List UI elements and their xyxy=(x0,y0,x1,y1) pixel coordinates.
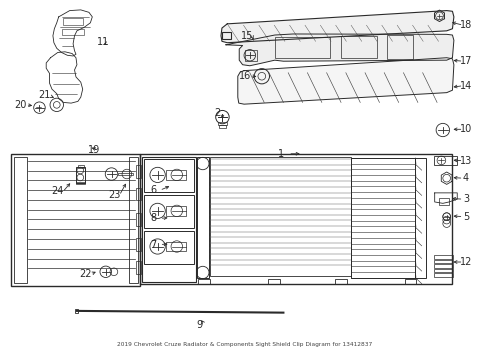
Bar xyxy=(11,154,140,287)
Bar xyxy=(140,154,452,284)
Bar xyxy=(434,273,453,277)
Bar xyxy=(136,261,141,274)
Bar xyxy=(387,35,413,59)
Bar xyxy=(166,242,186,251)
Text: 21: 21 xyxy=(39,90,51,100)
Text: 5: 5 xyxy=(463,212,469,222)
Bar xyxy=(14,157,27,283)
Bar xyxy=(136,165,141,177)
Bar xyxy=(166,170,186,180)
Bar xyxy=(136,188,141,200)
Bar xyxy=(144,195,194,228)
Bar xyxy=(144,159,194,192)
Bar xyxy=(210,157,351,276)
Text: 9: 9 xyxy=(196,320,202,330)
Bar xyxy=(197,157,209,278)
Bar xyxy=(405,279,416,284)
Text: 6: 6 xyxy=(151,185,157,195)
Bar xyxy=(434,269,453,272)
Text: 3: 3 xyxy=(463,194,469,204)
Bar xyxy=(166,206,186,216)
Bar xyxy=(341,36,377,58)
Bar xyxy=(440,198,449,205)
Text: 2: 2 xyxy=(215,108,221,118)
Text: 15: 15 xyxy=(241,31,254,41)
Text: 13: 13 xyxy=(460,156,472,166)
Bar xyxy=(219,125,226,128)
Text: 23: 23 xyxy=(108,190,121,200)
Bar xyxy=(63,18,83,24)
Bar xyxy=(76,167,85,183)
Bar xyxy=(416,158,426,278)
Text: 11: 11 xyxy=(97,37,109,47)
Text: 7: 7 xyxy=(150,239,157,249)
Text: 18: 18 xyxy=(460,20,472,30)
Bar xyxy=(434,156,457,165)
Bar xyxy=(434,260,453,263)
Bar xyxy=(144,231,194,264)
Text: 14: 14 xyxy=(460,81,472,91)
Text: 2019 Chevrolet Cruze Radiator & Components Sight Shield Clip Diagram for 1341283: 2019 Chevrolet Cruze Radiator & Componen… xyxy=(118,342,372,347)
Bar xyxy=(434,264,453,267)
Bar xyxy=(74,310,78,313)
Bar xyxy=(351,158,416,278)
Text: 12: 12 xyxy=(460,257,472,267)
Bar xyxy=(275,37,330,58)
Text: 24: 24 xyxy=(51,186,64,197)
Bar xyxy=(129,157,138,283)
Bar xyxy=(142,157,196,282)
Bar xyxy=(78,165,84,168)
Polygon shape xyxy=(221,10,454,43)
Text: 1: 1 xyxy=(278,149,284,159)
Bar xyxy=(434,255,453,258)
Bar xyxy=(136,238,141,251)
Bar xyxy=(76,182,85,184)
Bar xyxy=(218,122,227,125)
Text: 19: 19 xyxy=(88,145,100,154)
Text: 10: 10 xyxy=(460,124,472,134)
Polygon shape xyxy=(238,58,454,104)
Text: 20: 20 xyxy=(15,100,27,110)
Bar xyxy=(268,279,280,284)
Bar xyxy=(136,213,141,226)
Text: 8: 8 xyxy=(151,213,157,223)
Bar xyxy=(245,50,257,61)
Text: 16: 16 xyxy=(239,71,251,81)
Polygon shape xyxy=(226,34,454,66)
Text: 17: 17 xyxy=(460,56,472,66)
Bar xyxy=(198,279,210,284)
Bar xyxy=(222,32,231,39)
Text: 22: 22 xyxy=(79,269,92,279)
Text: 4: 4 xyxy=(463,173,469,183)
Bar xyxy=(335,279,347,284)
Bar xyxy=(62,29,84,35)
Bar xyxy=(118,172,133,175)
